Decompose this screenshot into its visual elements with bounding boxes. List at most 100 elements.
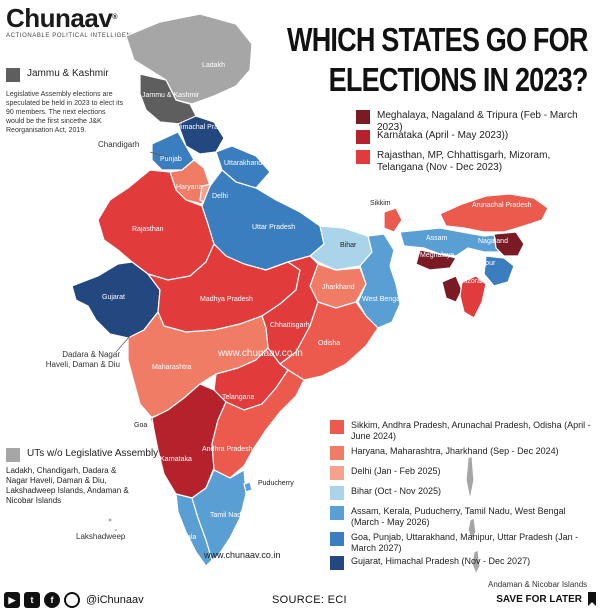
legend-later-text: Gujarat, Himachal Pradesh (Nov - Dec 202…	[351, 556, 531, 566]
map-label-meghalaya: Meghalaya	[420, 252, 455, 259]
region-himachal	[177, 115, 225, 155]
map-label-rajasthan: Rajasthan	[132, 226, 164, 233]
legend-later-text: Haryana, Maharashtra, Jharkhand (Sep - D…	[351, 446, 559, 456]
brand-logo: Chunaav® ACTIONABLE POLITICAL INTELLIGEN…	[6, 4, 141, 39]
map-label-punjab: Punjab	[160, 156, 182, 163]
label-lakshadweep: Lakshadweep	[76, 532, 126, 541]
map-label-ap: Andhra Pradesh	[202, 446, 253, 453]
map-label-assam: Assam	[426, 235, 448, 242]
region-sikkim	[383, 207, 403, 233]
map-label-kerala: Kerala	[176, 534, 197, 541]
legend-swatch-ut	[6, 448, 20, 462]
region-mizoram	[459, 275, 487, 319]
map-label-uttarakhand: Uttarakhand	[224, 160, 263, 167]
legend-later-swatch	[330, 506, 344, 520]
region-tripura	[441, 275, 463, 303]
brand-tagline: ACTIONABLE POLITICAL INTELLIGENCE	[6, 33, 141, 39]
map-label-ladakh: Ladakh	[202, 62, 225, 69]
legend-later-item: Goa, Punjab, Uttarakhand, Manipur, Uttar…	[330, 532, 592, 554]
legend-2023-swatch	[356, 110, 370, 124]
leader-dadra	[115, 335, 131, 353]
legend-later-text: Bihar (Oct - Nov 2025)	[351, 486, 442, 496]
legend-later-swatch	[330, 446, 344, 460]
legend-2023-swatch	[356, 150, 370, 164]
legend-later-item: Gujarat, Himachal Pradesh (Nov - Dec 202…	[330, 556, 592, 570]
legend-later-text: Assam, Kerala, Puducherry, Tamil Nadu, W…	[351, 506, 566, 527]
map-label-maharashtra: Maharashtra	[152, 364, 192, 371]
legend-jk-note: Legislative Assembly elections are specu…	[6, 91, 124, 134]
label-chandigarh: Chandigarh	[98, 140, 140, 149]
legend-2023-text: Meghalaya, Nagaland & Tripura (Feb - Mar…	[377, 110, 578, 133]
map-label-manipur: Manipur	[470, 260, 496, 267]
map-label-mizoram: Mizoram	[460, 278, 487, 285]
map-label-nagaland: Nagaland	[478, 238, 508, 245]
map-label-tripura: Tripura	[420, 280, 442, 287]
legend-ut-note: Ladakh, Chandigarh, Dadara & Nagar Havel…	[6, 466, 129, 505]
legend-2023-item: Meghalaya, Nagaland & Tripura (Feb - Mar…	[356, 110, 592, 134]
map-label-tn: Tamil Nadu	[210, 512, 246, 519]
region-nagaland	[493, 231, 525, 257]
social-bar: ▶ t f @iChunaav	[4, 592, 144, 608]
legend-ut-label: UTs w/o Legislative Assembly	[27, 448, 159, 459]
save-for-later[interactable]: SAVE FOR LATER	[496, 594, 582, 605]
twitter-icon[interactable]: t	[24, 592, 40, 608]
region-andaman	[465, 455, 475, 501]
legend-later-text: Sikkim, Andhra Pradesh, Arunachal Prades…	[351, 420, 591, 441]
instagram-icon[interactable]	[64, 592, 80, 608]
legend-later-swatch	[330, 466, 344, 480]
region-tn	[191, 469, 247, 561]
label-andaman-nicobar: Andaman & Nicobar Islands	[488, 580, 588, 589]
map-label-jharkhand: Jharkhand	[322, 284, 355, 291]
map-label-jk: Jammu & Kashmir	[142, 92, 200, 99]
legend-2023-swatch	[356, 130, 370, 144]
legend-later-swatch	[330, 486, 344, 500]
map-label-arunachal: Arunachal Pradesh	[472, 202, 532, 209]
legend-later-item: Bihar (Oct - Nov 2025)	[330, 486, 592, 500]
region-nicobar-2	[471, 549, 481, 575]
legend-jk: Jammu & Kashmir	[6, 68, 109, 82]
brand-name: Chunaav	[6, 3, 113, 33]
title-line-1: WHICH STATES GO FOR	[287, 21, 588, 58]
legend-later-item: Sikkim, Andhra Pradesh, Arunachal Prades…	[330, 420, 592, 442]
facebook-icon[interactable]: f	[44, 592, 60, 608]
legend-swatch-jk	[6, 68, 20, 82]
social-handle[interactable]: @iChunaav	[86, 594, 144, 606]
registered-mark: ®	[112, 14, 117, 21]
region-ladakh	[125, 13, 253, 105]
source-label: SOURCE: ECI	[272, 594, 347, 606]
map-label-westbengal: West Bengal	[362, 296, 402, 303]
leader-chandigarh	[149, 151, 171, 159]
map-label-puducherry: Puducherry	[258, 480, 294, 487]
map-label-goa: Goa	[134, 422, 148, 429]
youtube-icon[interactable]: ▶	[4, 592, 20, 608]
map-label-odisha: Odisha	[318, 340, 341, 347]
region-puducherry	[243, 481, 253, 493]
map-label-up: Uttar Pradesh	[252, 224, 296, 231]
legend-later-item: Assam, Kerala, Puducherry, Tamil Nadu, W…	[330, 506, 592, 528]
watermark-center: www.chunaav.co.in	[218, 348, 303, 359]
map-label-gujarat: Gujarat	[102, 294, 125, 301]
region-nicobar	[467, 517, 477, 541]
legend-later-item: Haryana, Maharashtra, Jharkhand (Sep - D…	[330, 446, 592, 460]
legend-later-text: Goa, Punjab, Uttarakhand, Manipur, Uttar…	[351, 532, 579, 553]
legend-2023-text: Rajasthan, MP, Chhattisgarh, Mizoram, Te…	[377, 150, 551, 173]
watermark-bottom: www.chunaav.co.in	[204, 550, 281, 560]
legend-later-swatch	[330, 556, 344, 570]
map-label-chhattisgarh: Chhattisgarh	[270, 322, 310, 329]
map-label-mp: Madhya Pradesh	[200, 296, 253, 303]
map-label-himachal: Himachal Pradesh	[176, 124, 234, 131]
region-ap	[211, 369, 305, 479]
region-meghalaya	[415, 249, 457, 271]
map-label-telangana: Telangana	[222, 394, 255, 401]
map-label-bihar: Bihar	[340, 242, 357, 249]
map-label-haryana: Haryana	[176, 184, 203, 191]
region-odisha	[279, 301, 379, 381]
legend-ut: UTs w/o Legislative Assembly	[6, 448, 158, 462]
bookmark-icon[interactable]	[588, 592, 596, 606]
legend-2023-item: Karnataka (April - May 2023))	[356, 130, 592, 144]
legend-later-swatch	[330, 420, 344, 434]
legend-2023-text: Karnataka (April - May 2023))	[377, 130, 509, 141]
region-lakshadweep	[107, 517, 113, 523]
legend-later-text: Delhi (Jan - Feb 2025)	[351, 466, 441, 476]
